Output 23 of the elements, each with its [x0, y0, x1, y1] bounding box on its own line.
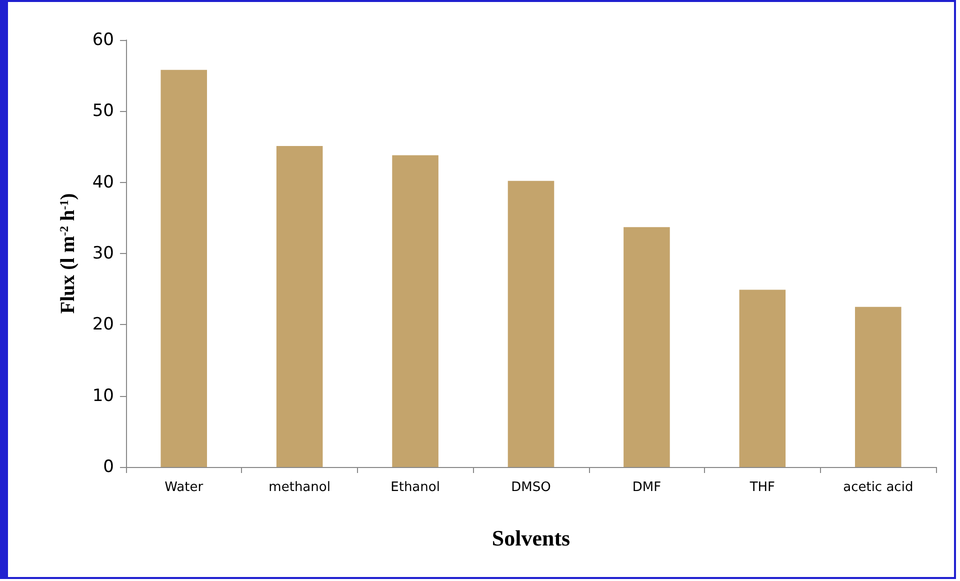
- bar: [624, 227, 670, 467]
- x-tick-label: acetic acid: [843, 480, 914, 495]
- y-tick-label: 60: [92, 30, 114, 50]
- y-tick-label: 30: [92, 244, 114, 264]
- y-tick-label: 50: [92, 101, 114, 122]
- y-tick-label: 20: [92, 314, 114, 335]
- bar: [855, 306, 902, 467]
- x-tick-label: methanol: [268, 480, 330, 495]
- bar: [160, 70, 207, 467]
- x-tick-label: DMF: [632, 480, 662, 495]
- y-axis-title: Flux (l m-2 h-1): [57, 193, 79, 314]
- bar: [508, 180, 554, 467]
- x-tick-label: Water: [164, 480, 204, 495]
- x-tick-label: THF: [748, 480, 776, 495]
- y-tick-label: 10: [92, 386, 114, 406]
- x-tick-label: DMSO: [511, 480, 551, 495]
- x-axis-title: Solvents: [492, 526, 571, 550]
- y-tick-label: 40: [92, 172, 114, 192]
- bar: [739, 290, 786, 467]
- bar: [276, 146, 323, 467]
- bar: [392, 155, 438, 467]
- x-tick-label: Ethanol: [390, 480, 440, 495]
- y-tick-label: 0: [103, 457, 114, 477]
